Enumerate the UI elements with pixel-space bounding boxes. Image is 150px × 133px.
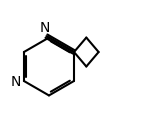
Text: N: N xyxy=(11,75,21,89)
Text: N: N xyxy=(40,21,50,35)
